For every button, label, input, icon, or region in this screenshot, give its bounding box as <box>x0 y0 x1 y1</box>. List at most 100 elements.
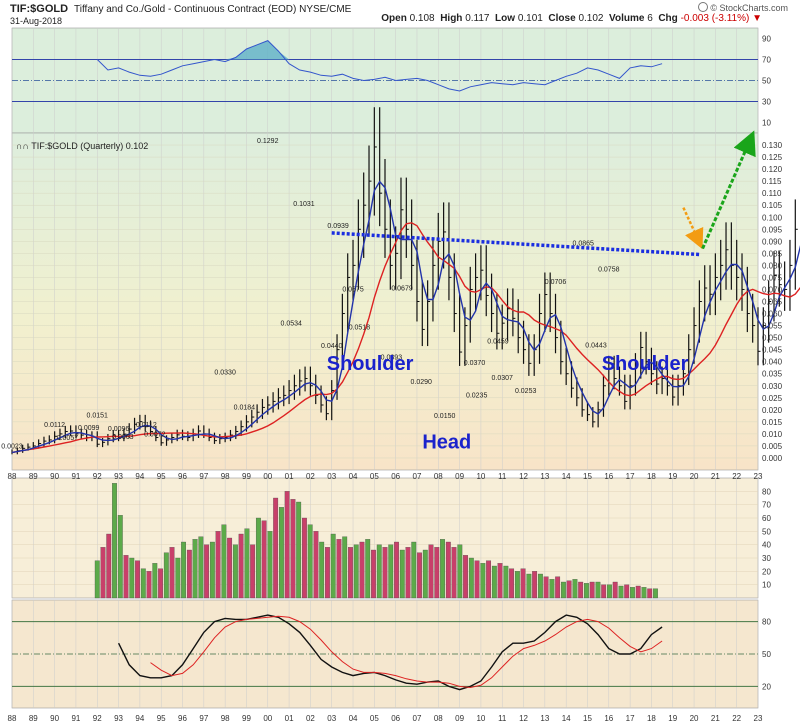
volume-bar <box>140 568 146 599</box>
y-tick-label: 80 <box>762 618 771 627</box>
y-tick-label: 30 <box>762 554 771 563</box>
volume-bar <box>509 568 515 599</box>
volume-bar <box>532 571 538 599</box>
volume-bar <box>405 547 411 599</box>
data-label: 0.0393 <box>381 354 403 361</box>
y-tick-label: 0.080 <box>762 261 783 270</box>
y-tick-label: 0.100 <box>762 213 783 222</box>
ticker-symbol: TIF:$GOLD <box>10 3 69 15</box>
x-tick-label: 06 <box>391 472 400 481</box>
volume-bar <box>560 581 566 599</box>
x-tick-label: 14 <box>562 714 571 723</box>
volume-bar <box>135 560 140 599</box>
data-label: 0.0939 <box>327 223 349 230</box>
data-label: 0.0099 <box>78 425 100 432</box>
y-tick-label: 0.105 <box>762 201 783 210</box>
volume-bar <box>94 560 100 599</box>
pattern-annotation: Shoulder <box>327 353 414 375</box>
neckline <box>331 231 701 257</box>
volume-bar <box>422 549 428 599</box>
y-tick-label: 0.085 <box>762 249 783 258</box>
volume-bar <box>198 536 204 599</box>
volume-bar <box>181 541 186 599</box>
y-tick-label: 0.070 <box>762 285 783 294</box>
oscillator-signal-line <box>150 615 663 689</box>
data-label: 0.0459 <box>487 338 509 345</box>
volume-bar <box>537 573 543 599</box>
data-label: 0.0330 <box>214 370 236 377</box>
x-tick-label: 95 <box>157 714 166 723</box>
x-tick-label: 05 <box>370 472 379 481</box>
x-tick-label: 18 <box>647 714 656 723</box>
y-tick-label: 50 <box>762 77 771 86</box>
x-tick-label: 04 <box>349 714 358 723</box>
y-tick-label: 20 <box>762 682 771 691</box>
volume-bar <box>129 557 135 599</box>
data-label: 0.0112 <box>44 422 65 429</box>
data-label: 0.0235 <box>466 392 488 399</box>
y-tick-label: 40 <box>762 541 771 550</box>
volume-bar <box>227 537 233 599</box>
y-tick-label: 50 <box>762 650 771 659</box>
volume-bar <box>336 539 342 599</box>
volume-bar <box>284 491 290 599</box>
volume-bar <box>313 531 319 599</box>
x-tick-label: 09 <box>455 714 464 723</box>
volume-bar <box>359 541 365 599</box>
x-tick-label: 93 <box>114 472 123 481</box>
y-tick-label: 20 <box>762 567 771 576</box>
x-tick-label: 16 <box>604 714 613 723</box>
x-tick-label: 23 <box>754 472 763 481</box>
x-tick-label: 20 <box>690 472 699 481</box>
volume-bar <box>491 565 497 599</box>
volume-bar <box>497 563 503 599</box>
volume-bar <box>278 507 284 599</box>
x-tick-label: 88 <box>8 714 17 723</box>
volume-bar <box>388 544 394 599</box>
y-tick-label: 0.075 <box>762 273 783 282</box>
volume-bar <box>244 528 250 599</box>
data-label: 0.0865 <box>573 241 595 248</box>
data-label: 0.0290 <box>411 379 433 386</box>
volume-bar <box>578 581 584 599</box>
y-tick-label: 0.035 <box>762 370 783 379</box>
volume-bar <box>549 579 555 599</box>
chart-date: 31-Aug-2018 <box>10 16 63 26</box>
volume-bar <box>653 588 658 599</box>
x-tick-label: 89 <box>29 714 38 723</box>
volume-bar <box>440 539 445 599</box>
y-tick-label: 60 <box>762 514 771 523</box>
x-tick-label: 09 <box>455 472 464 481</box>
volume-bar <box>526 573 532 599</box>
x-tick-label: 13 <box>540 714 549 723</box>
volume-bar <box>566 580 572 599</box>
volume-bar <box>296 501 302 599</box>
data-label: 0.0096 <box>108 426 130 433</box>
volume-bar <box>209 541 215 599</box>
y-tick-label: 0.005 <box>762 442 783 451</box>
x-tick-label: 92 <box>93 472 102 481</box>
x-tick-label: 21 <box>711 714 720 723</box>
volume-bar <box>261 520 267 599</box>
orange-arrow <box>682 207 704 250</box>
y-tick-label: 0.010 <box>762 430 783 439</box>
data-label: 0.0063 <box>112 434 134 441</box>
y-tick-label: 30 <box>762 98 771 107</box>
x-tick-label: 16 <box>604 472 613 481</box>
volume-bar <box>371 549 376 599</box>
watermark: © StockCharts.com <box>698 2 788 13</box>
y-tick-label: 0.110 <box>762 189 782 198</box>
y-tick-label: 10 <box>762 581 771 590</box>
data-label: 0.0534 <box>281 320 303 327</box>
x-tick-label: 08 <box>434 472 443 481</box>
volume-bar <box>394 541 399 599</box>
pattern-annotation: Shoulder <box>602 353 689 375</box>
x-tick-label: 96 <box>178 472 187 481</box>
y-tick-label: 0.045 <box>762 346 783 355</box>
volume-bar <box>232 544 238 599</box>
x-tick-label: 21 <box>711 472 720 481</box>
x-tick-label: 96 <box>178 714 187 723</box>
volume-bar <box>123 555 129 599</box>
data-label: 0.0184 <box>234 405 256 412</box>
data-label: 0.0150 <box>434 413 456 420</box>
